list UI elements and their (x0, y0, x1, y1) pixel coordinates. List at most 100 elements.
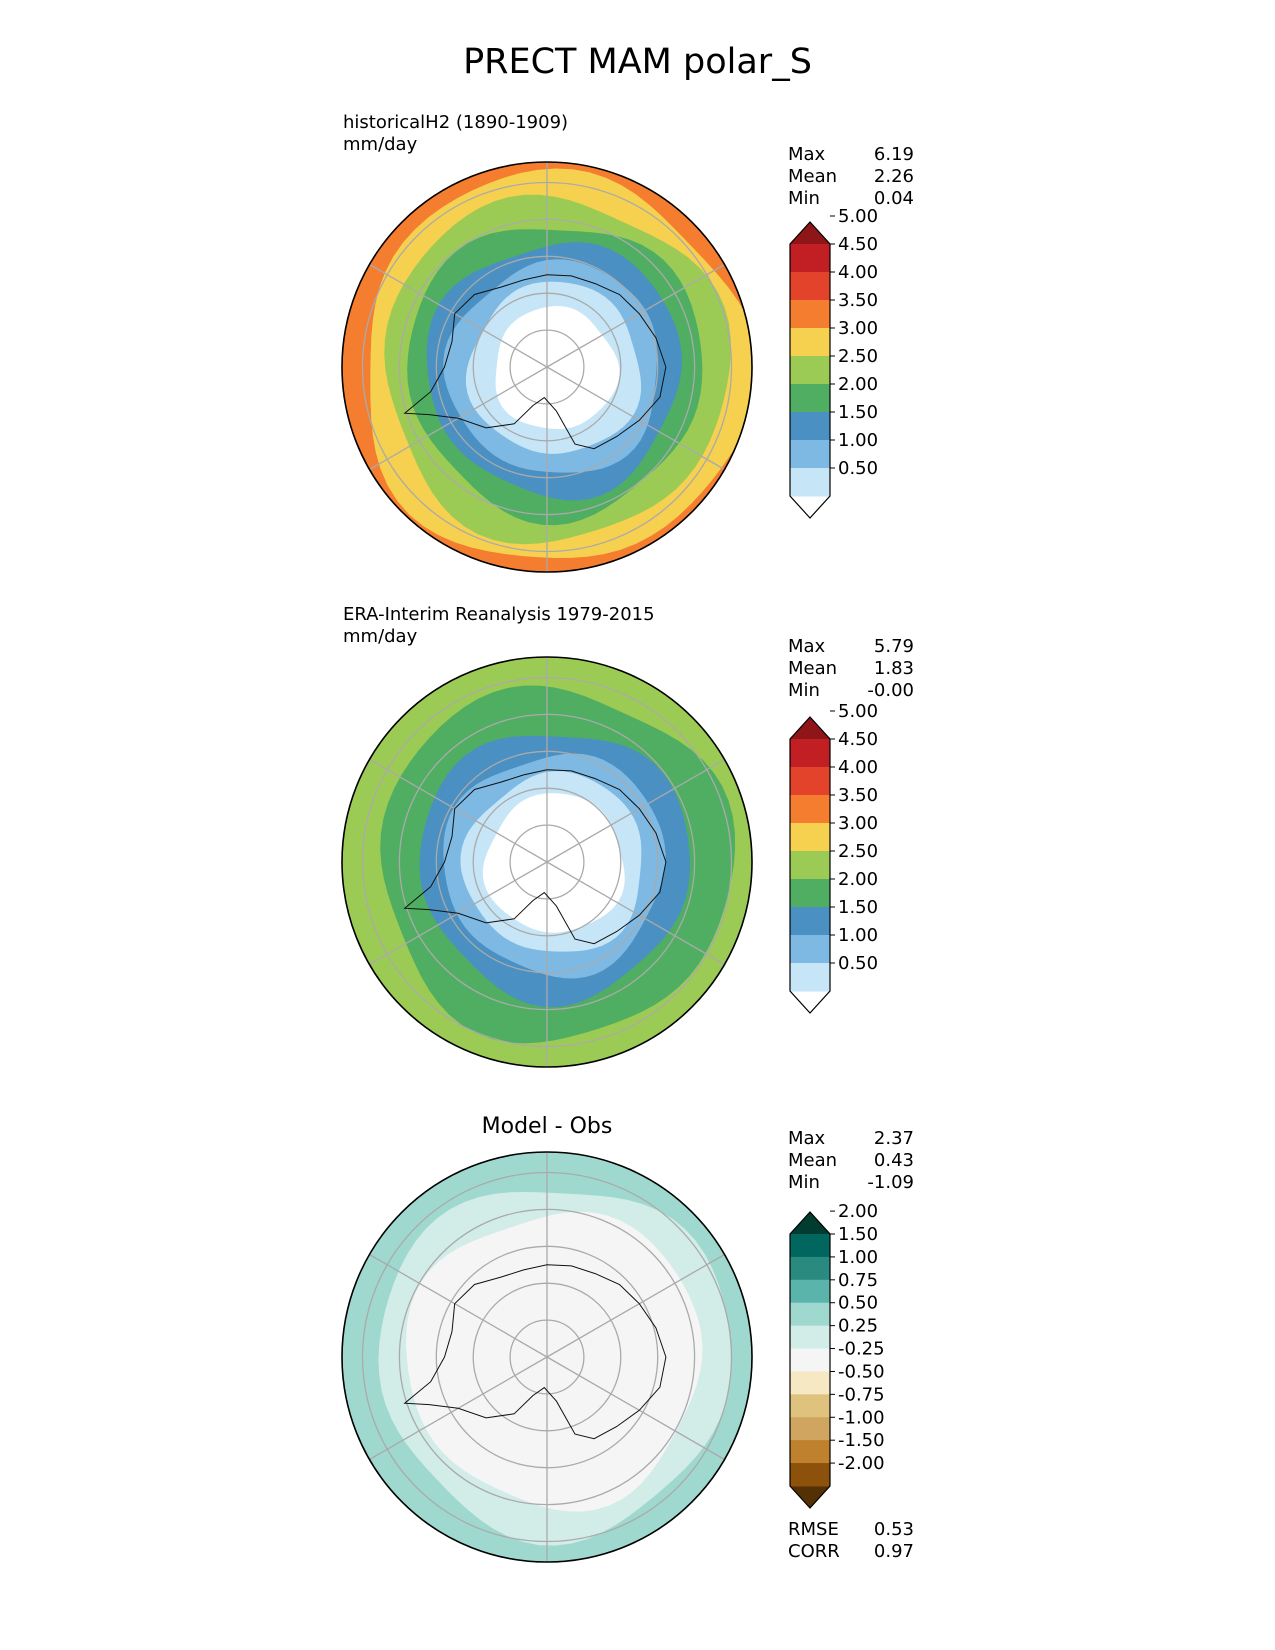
colorbar-tick-label: 1.50 (838, 402, 878, 423)
colorbar-tick-label: 0.75 (838, 1270, 878, 1291)
panel-3-corr-value: 0.97 (873, 1541, 914, 1562)
panel-3-corr-label: CORR (788, 1541, 840, 1562)
panel-1-title: historicalH2 (1890-1909) (343, 112, 569, 133)
colorbar-segment (790, 1234, 830, 1258)
colorbar-tick-label: 0.25 (838, 1316, 878, 1337)
colorbar-extend-min (790, 496, 830, 518)
colorbar-extend-max (790, 222, 830, 244)
colorbar-tick-label: -0.25 (838, 1339, 885, 1360)
panel-3-stat-label: Mean (788, 1150, 838, 1171)
colorbar-segment (790, 356, 830, 385)
colorbar-segment (790, 1371, 830, 1395)
colorbar-tick-label: 2.00 (838, 374, 878, 395)
colorbar-tick-label: 2.50 (838, 841, 878, 862)
colorbar-segment (790, 935, 830, 964)
colorbar-segment (790, 1463, 830, 1487)
panel-2-stat-label: Mean (788, 658, 838, 679)
coastline (403, 274, 667, 450)
colorbar-segment (790, 1279, 830, 1304)
graticule-longitude (369, 1253, 548, 1358)
graticule-longitude (369, 758, 548, 863)
panel-2-stat-label: Max (788, 636, 826, 657)
coastline (403, 1264, 667, 1440)
colorbar-segment (790, 328, 830, 357)
panel-3-rmse-label: RMSE (788, 1519, 839, 1540)
graticule-longitude (546, 1253, 725, 1358)
panel-2-stat-value: -0.00 (867, 680, 914, 701)
colorbar-outline (789, 1211, 831, 1509)
colorbar-segment (790, 440, 830, 469)
map-field (342, 1152, 752, 1562)
colorbar-tick-label: 1.50 (838, 897, 878, 918)
colorbar-tick-label: -2.00 (838, 1453, 885, 1474)
colorbar-tick-label: -0.75 (838, 1384, 885, 1405)
panel-1-stat-value: 6.19 (873, 144, 914, 165)
colorbar-tick-label: 0.50 (838, 953, 878, 974)
panel-3-stat-value: 0.43 (873, 1150, 914, 1171)
colorbar-segment (790, 851, 830, 880)
colorbar-segment (790, 767, 830, 796)
map-border (341, 161, 753, 573)
map-field (342, 162, 752, 572)
colorbar-1: 0.50 1.00 1.50 2.00 2.50 3.00 3.50 4.00 4.50 5.00 (789, 206, 878, 519)
panel-1-stat-value: 0.04 (873, 188, 914, 209)
colorbar-tick-label: -1.00 (838, 1407, 885, 1428)
panel-2-stat-label: Min (788, 680, 820, 701)
map-border (341, 1151, 753, 1563)
graticule-longitude (546, 758, 725, 863)
polar-map-1 (341, 161, 753, 573)
contour-band (482, 793, 625, 933)
colorbar-tick-label: 3.00 (838, 813, 878, 834)
colorbar-tick-label: 2.50 (838, 346, 878, 367)
colorbar-3: -2.00-1.50-1.00-0.75-0.50-0.250.250.500.… (789, 1201, 885, 1509)
colorbar-segment (790, 1394, 830, 1418)
panel-2-units: mm/day (343, 626, 418, 647)
colorbar-tick-label: 3.00 (838, 318, 878, 339)
colorbar-tick-label: 0.50 (838, 458, 878, 479)
graticule-longitude (546, 366, 725, 471)
graticule-longitude (546, 1356, 725, 1461)
colorbar-outline (789, 221, 831, 519)
colorbar-tick-label: 5.00 (838, 206, 878, 227)
colorbar-segment (790, 244, 830, 273)
map-border (341, 656, 753, 1068)
colorbar-2: 0.50 1.00 1.50 2.00 2.50 3.00 3.50 4.00 4.50 5.00 (789, 701, 878, 1014)
colorbar-tick-label: -1.50 (838, 1430, 885, 1451)
colorbar-tick-label: 3.50 (838, 290, 878, 311)
colorbar-tick-label: 2.00 (838, 1201, 878, 1222)
coastline (403, 769, 667, 945)
graticule-longitude (369, 263, 548, 368)
colorbar-segment (790, 1302, 830, 1327)
map-field (342, 657, 752, 1067)
panel-3-stat-label: Max (788, 1128, 826, 1149)
graticule-longitude (546, 861, 725, 966)
colorbar-segment (790, 795, 830, 824)
colorbar-segment (790, 1256, 830, 1281)
colorbar-segment (790, 879, 830, 908)
colorbar-tick-label: 1.00 (838, 925, 878, 946)
colorbar-tick-label: 5.00 (838, 701, 878, 722)
colorbar-tick-label: 1.50 (838, 1224, 878, 1245)
panel-2-stat-value: 1.83 (873, 658, 914, 679)
colorbar-extend-min (790, 991, 830, 1013)
panel-3-stat-value: -1.09 (867, 1172, 914, 1193)
colorbar-segment (790, 823, 830, 852)
colorbar-extend-max (790, 1212, 830, 1234)
colorbar-tick-label: 1.00 (838, 430, 878, 451)
colorbar-tick-label: 4.00 (838, 757, 878, 778)
colorbar-segment (790, 272, 830, 301)
colorbar-tick-label: 4.50 (838, 234, 878, 255)
panel-3-title: Model - Obs (481, 1114, 613, 1139)
colorbar-tick-label: 0.50 (838, 1293, 878, 1314)
colorbar-segment (790, 468, 830, 497)
panel-1-stat-value: 2.26 (873, 166, 914, 187)
panel-1-stat-label: Max (788, 144, 826, 165)
colorbar-segment (790, 1417, 830, 1441)
panel-3-stat-value: 2.37 (873, 1128, 914, 1149)
colorbar-extend-min (790, 1486, 830, 1508)
colorbar-tick-label: 1.00 (838, 1247, 878, 1268)
colorbar-tick-label: 4.00 (838, 262, 878, 283)
panel-1-units: mm/day (343, 134, 418, 155)
colorbar-segment (790, 907, 830, 936)
